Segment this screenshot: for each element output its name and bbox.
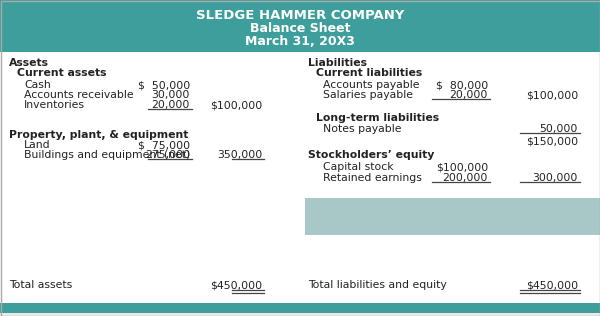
Text: 200,000: 200,000 [443,173,488,183]
Text: Accounts payable: Accounts payable [323,80,419,90]
Text: $100,000: $100,000 [526,90,578,100]
Bar [0,303,600,313]
Text: Current assets: Current assets [17,68,107,78]
Text: 300,000: 300,000 [533,173,578,183]
Text: Inventories: Inventories [24,100,85,110]
Text: $450,000: $450,000 [526,280,578,290]
Text: 50,000: 50,000 [539,124,578,134]
Text: Notes payable: Notes payable [323,124,401,134]
Text: March 31, 20X3: March 31, 20X3 [245,35,355,48]
Text: Retained earnings: Retained earnings [323,173,422,183]
Text: Total assets: Total assets [9,280,72,290]
Text: Balance Sheet: Balance Sheet [250,22,350,35]
Text: $450,000: $450,000 [210,280,262,290]
Text: Accounts receivable: Accounts receivable [24,90,134,100]
Text: Current liabilities: Current liabilities [316,68,422,78]
Text: Assets: Assets [9,58,49,68]
Text: Liabilities: Liabilities [308,58,367,68]
Text: Land: Land [24,140,50,150]
Text: $150,000: $150,000 [526,136,578,146]
Text: $  50,000: $ 50,000 [138,80,190,90]
Text: Property, plant, & equipment: Property, plant, & equipment [9,130,188,140]
Text: 350,000: 350,000 [217,150,262,160]
Text: Salaries payable: Salaries payable [323,90,413,100]
Text: $100,000: $100,000 [436,162,488,172]
Bar [305,198,600,235]
Text: Capital stock: Capital stock [323,162,394,172]
Bar [0,52,600,303]
Text: SLEDGE HAMMER COMPANY: SLEDGE HAMMER COMPANY [196,9,404,22]
Text: Total liabilities and equity: Total liabilities and equity [308,280,447,290]
Text: Stockholders’ equity: Stockholders’ equity [308,150,434,160]
Text: 20,000: 20,000 [449,90,488,100]
Text: 20,000: 20,000 [152,100,190,110]
Bar [0,0,600,52]
Text: Cash: Cash [24,80,51,90]
Text: $  80,000: $ 80,000 [436,80,488,90]
Text: $  75,000: $ 75,000 [138,140,190,150]
Text: Long-term liabilities: Long-term liabilities [316,113,439,123]
Text: 30,000: 30,000 [152,90,190,100]
Text: Buildings and equipment (net): Buildings and equipment (net) [24,150,190,160]
Text: $100,000: $100,000 [210,100,262,110]
Text: 275,000: 275,000 [145,150,190,160]
